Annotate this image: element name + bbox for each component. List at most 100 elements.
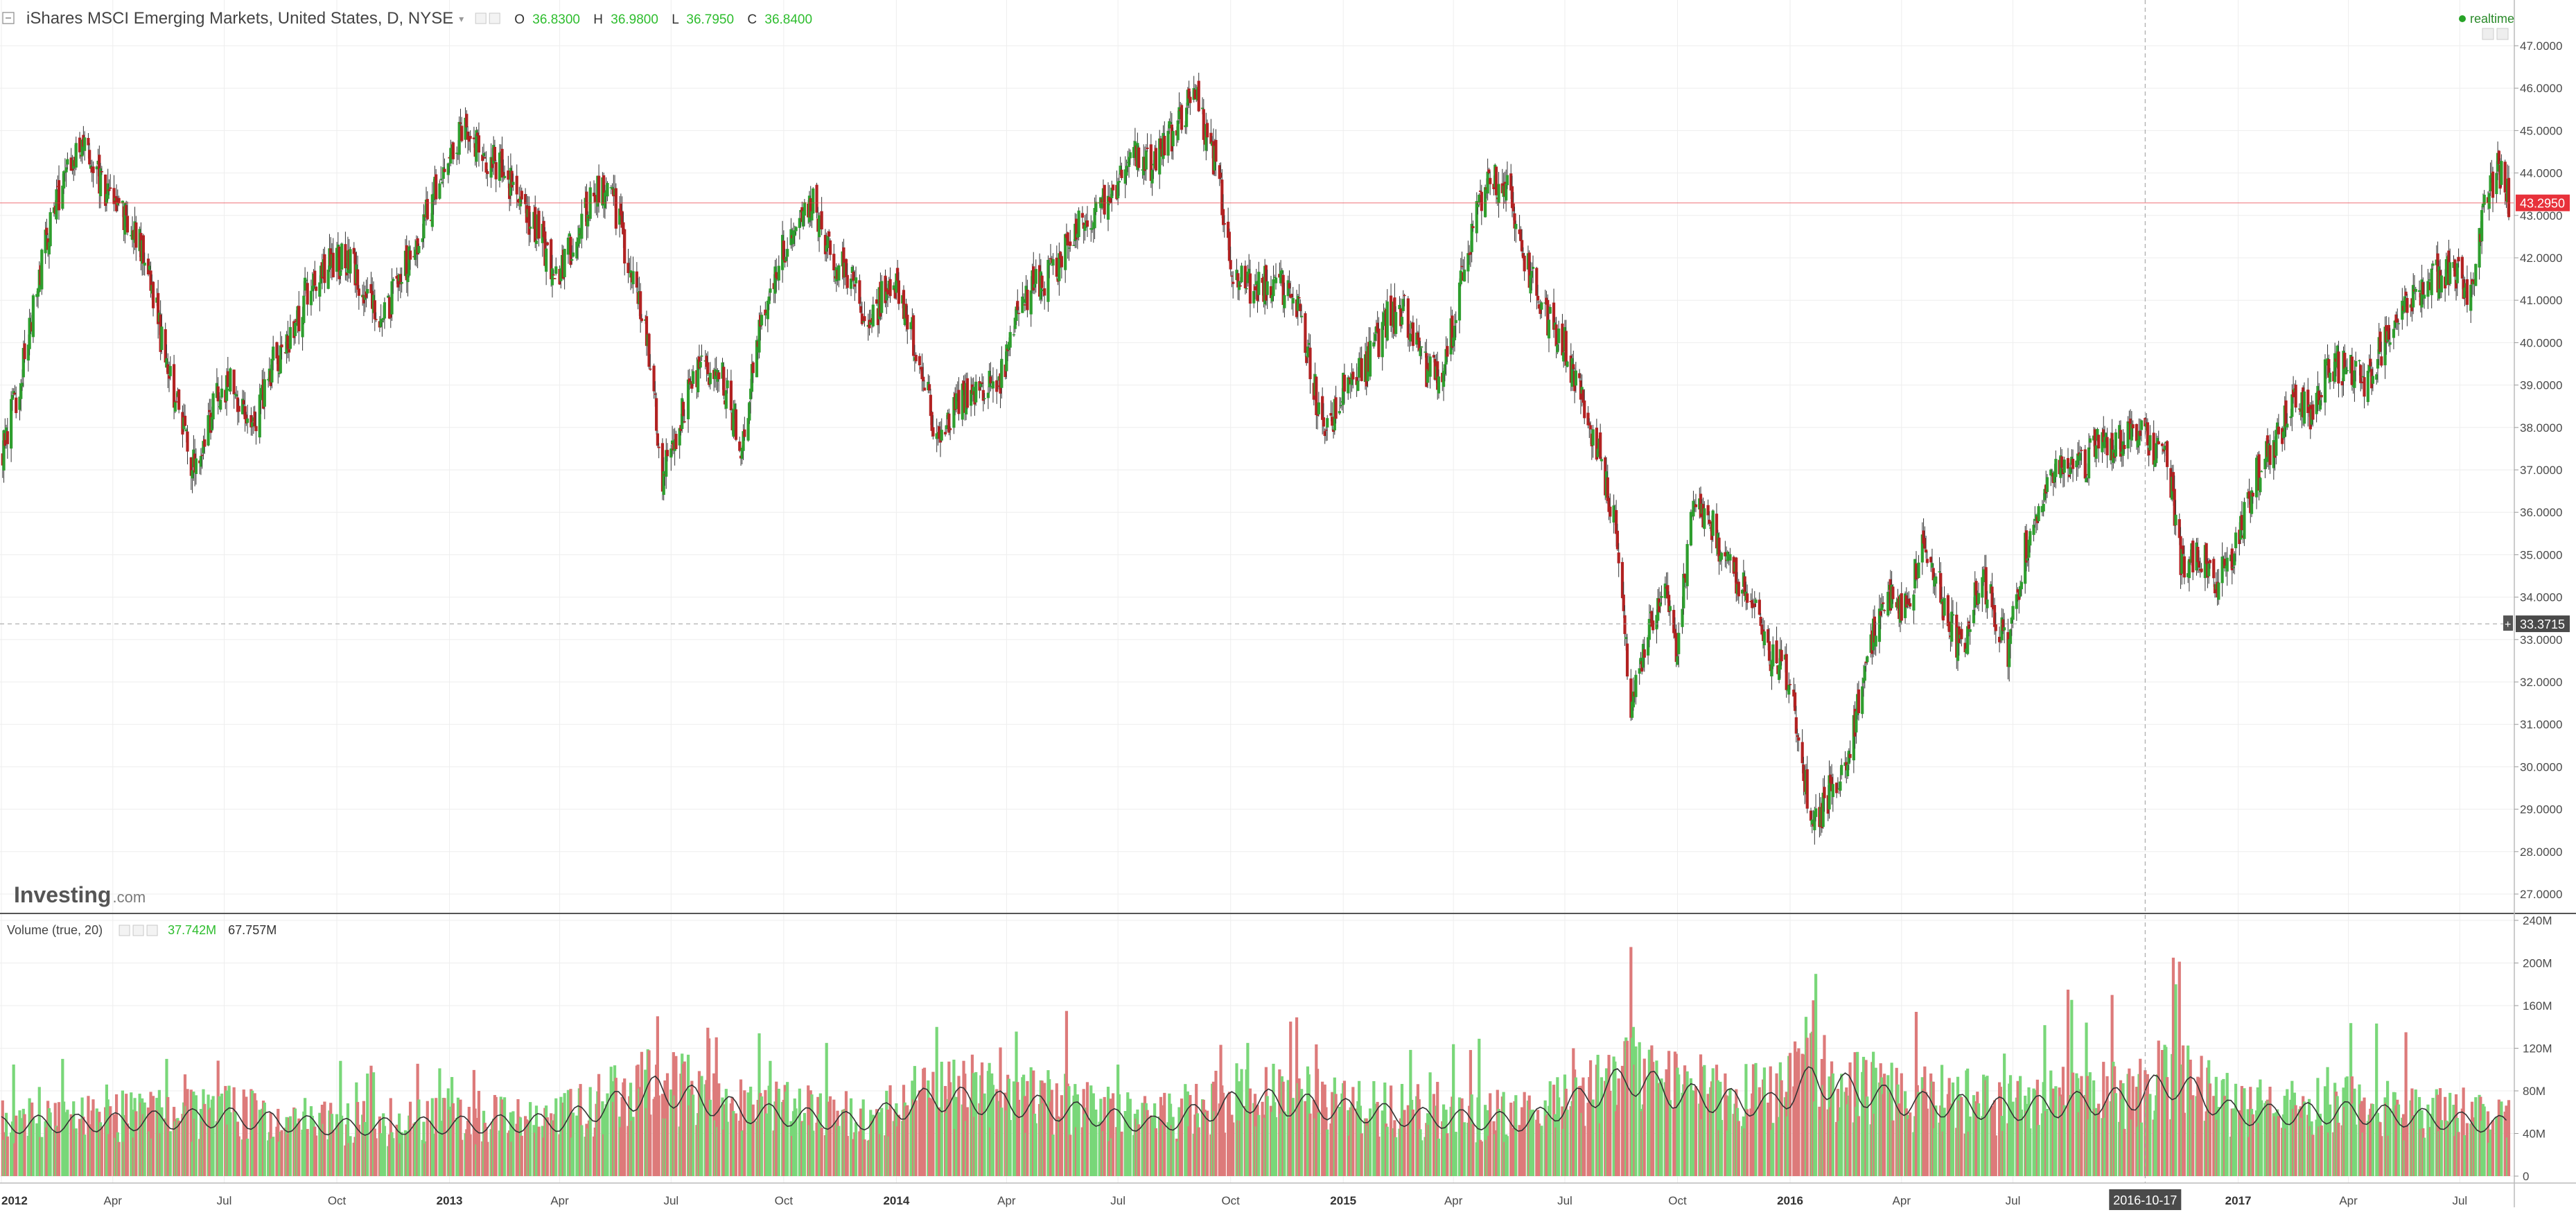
candle-body xyxy=(1401,317,1403,324)
candle-body xyxy=(383,302,386,318)
candle-body xyxy=(91,166,94,173)
candle-body xyxy=(1912,595,1915,611)
candle-body xyxy=(100,171,103,173)
volume-bar xyxy=(1266,1096,1269,1176)
volume-bar xyxy=(417,1100,420,1176)
volume-bar xyxy=(469,1135,472,1176)
candle-body xyxy=(1308,348,1311,380)
volume-bar xyxy=(117,1142,120,1176)
volume-bar xyxy=(1823,1035,1825,1176)
candle-body xyxy=(918,356,921,365)
candle-body xyxy=(700,356,703,357)
volume-bar xyxy=(32,1118,35,1176)
candle-body xyxy=(897,281,900,304)
volume-bar xyxy=(623,1078,626,1176)
volume-bar xyxy=(1832,1074,1834,1176)
volume-bar xyxy=(631,1117,634,1176)
volume-bar xyxy=(2234,1084,2237,1176)
candle xyxy=(40,249,43,295)
volume-bar xyxy=(1249,1089,1252,1176)
volume-bar xyxy=(821,1128,823,1176)
candle-body xyxy=(409,251,412,260)
candle-body xyxy=(83,137,86,150)
volume-bar xyxy=(1017,1100,1020,1176)
candle-body xyxy=(280,344,283,347)
candle-body xyxy=(107,189,110,191)
volume-bar xyxy=(520,1136,523,1176)
volume-bar xyxy=(872,1114,875,1176)
candle-body xyxy=(1266,281,1269,295)
volume-bar xyxy=(1086,1082,1089,1176)
candle-body xyxy=(1823,787,1825,798)
candle-body xyxy=(1952,614,1954,615)
volume-bar xyxy=(152,1096,155,1176)
volume-bar xyxy=(1155,1128,1157,1176)
volume-bar xyxy=(2389,1108,2392,1176)
candle-body xyxy=(752,362,755,373)
volume-bar xyxy=(837,1126,840,1176)
volume-bar xyxy=(966,1107,969,1176)
candle-body xyxy=(1514,224,1517,229)
candle-body xyxy=(1591,429,1594,445)
candle-body xyxy=(1360,358,1363,381)
volume-bar xyxy=(812,1130,814,1176)
candle-body xyxy=(615,189,617,229)
candle xyxy=(880,275,883,319)
volume-bar xyxy=(2029,1128,2031,1176)
volume-bar xyxy=(546,1117,549,1176)
candle-body xyxy=(1041,276,1044,288)
candle-body xyxy=(1118,181,1121,182)
candle-body xyxy=(572,252,575,256)
volume-bar xyxy=(2406,1125,2408,1176)
volume-bar xyxy=(855,1122,857,1176)
volume-bar xyxy=(1240,1069,1243,1176)
volume-bar xyxy=(392,1138,394,1176)
volume-bar xyxy=(1797,1049,1800,1176)
volume-bar xyxy=(888,1085,891,1176)
candle-body xyxy=(1112,184,1114,190)
candle-body xyxy=(554,266,557,274)
volume-bar xyxy=(683,1062,686,1176)
volume-bar xyxy=(1969,1117,1972,1176)
volume-bar xyxy=(2507,1100,2510,1176)
volume-bar xyxy=(1583,1126,1586,1176)
volume-bar xyxy=(1334,1094,1337,1176)
candle-body xyxy=(302,296,305,323)
volume-bar xyxy=(177,1121,180,1176)
volume-bar xyxy=(272,1137,274,1176)
candle-body xyxy=(1369,341,1372,377)
volume-bar xyxy=(486,1142,489,1176)
volume-bar xyxy=(280,1130,283,1176)
candle-body xyxy=(1283,295,1286,308)
candle-body xyxy=(1214,140,1217,161)
candle-body xyxy=(786,249,789,256)
candle-body xyxy=(366,289,369,293)
volume-bar xyxy=(340,1116,343,1176)
candle-body xyxy=(1035,269,1037,284)
volume-bar xyxy=(1651,1062,1654,1176)
volume-bar xyxy=(1232,1123,1234,1176)
candle-body xyxy=(1583,401,1586,418)
candle-body xyxy=(1017,313,1020,315)
volume-bar xyxy=(1720,1120,1723,1176)
candle-body xyxy=(1060,256,1063,267)
volume-bar xyxy=(1317,1112,1320,1176)
volume-bar xyxy=(2071,1073,2074,1176)
candle-body xyxy=(1575,371,1577,386)
candle-body xyxy=(1806,769,1809,809)
candle-body xyxy=(1789,684,1791,685)
candle-body xyxy=(957,390,960,414)
volume-bar xyxy=(1060,1095,1063,1176)
volume-bar xyxy=(863,1139,866,1176)
candle-body xyxy=(987,393,990,399)
candle-body xyxy=(1771,645,1774,667)
candle-body xyxy=(1566,362,1568,367)
candle xyxy=(1078,207,1080,240)
candle-body xyxy=(374,319,377,320)
volume-bar xyxy=(1806,1037,1809,1176)
candle xyxy=(229,367,231,394)
volume-bar xyxy=(2132,1076,2135,1176)
candle-body xyxy=(1317,403,1320,414)
candle-body xyxy=(537,211,540,238)
